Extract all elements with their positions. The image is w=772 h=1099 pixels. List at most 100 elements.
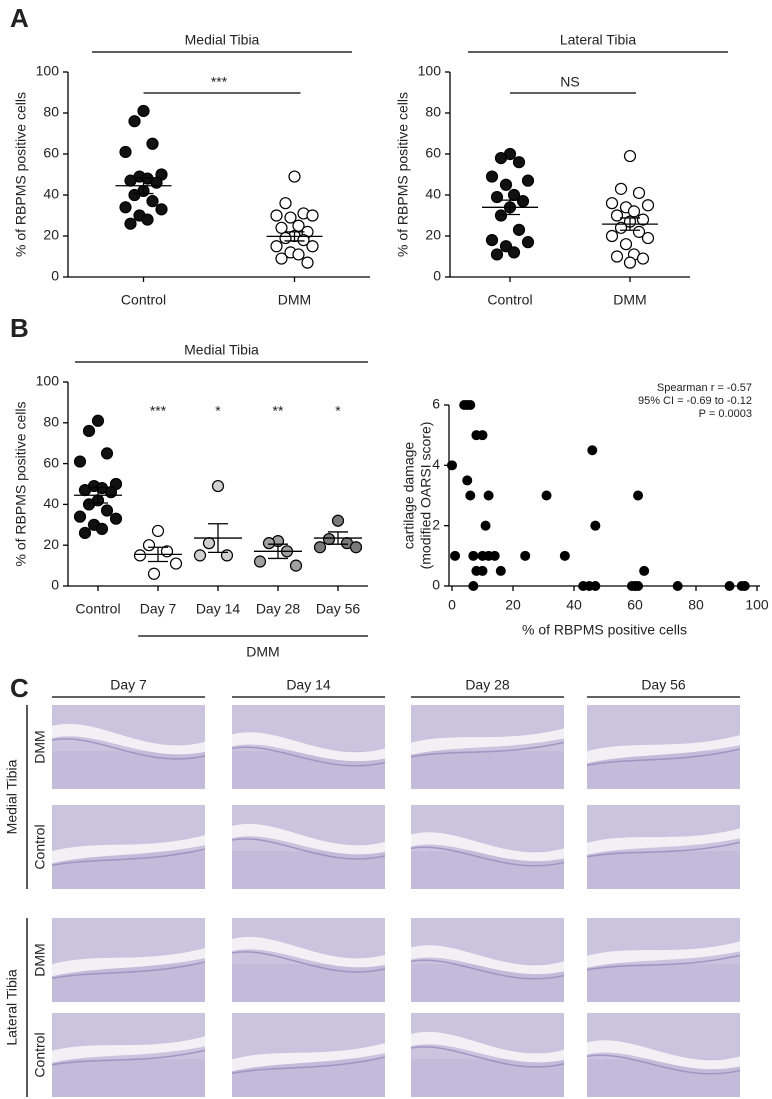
x-tick-label: 20 [505,597,521,613]
data-point [590,581,601,591]
y-tick-label: 40 [43,186,59,202]
data-point [284,211,297,224]
data-point [468,550,479,561]
data-point [211,479,225,493]
data-point [739,581,750,591]
data-point [477,430,488,441]
y-tick-label: 100 [418,63,442,79]
data-point [521,236,535,249]
data-point [253,555,267,568]
tissue-edge [51,1049,206,1066]
row-label: Control [32,1032,48,1077]
data-point [541,490,552,501]
histology-shade [232,851,385,889]
data-point [636,252,650,265]
data-point [297,234,310,247]
data-point [193,549,207,562]
tissue-edge [51,848,206,866]
tissue-edge [231,838,386,860]
data-point [490,190,504,204]
x-tick-label: 80 [688,597,704,613]
column-header: Day 14 [286,677,331,693]
y-axis-label: cartilage damage [401,442,417,550]
data-point [124,174,137,187]
data-point [95,522,109,535]
y-tick-label: 0 [51,268,59,284]
data-point [623,149,637,163]
data-point [202,537,216,550]
y-tick-label: 20 [43,227,59,243]
significance: * [215,403,221,419]
data-point [150,176,163,189]
data-point [507,246,521,259]
data-point [450,550,461,561]
data-point [641,199,655,212]
comparison-label: NS [560,74,579,90]
data-point [477,565,488,576]
data-point [520,550,531,561]
column-header: Day 7 [110,677,147,693]
data-point [306,240,319,253]
data-point [349,541,363,554]
joint-space [52,835,205,864]
data-point [301,256,314,269]
y-tick-label: 2 [432,516,440,532]
data-point [119,145,132,159]
data-point [512,156,526,169]
column-header: Day 56 [641,677,686,693]
data-point [605,229,619,243]
data-point [306,209,319,222]
data-point [489,550,500,561]
data-point [292,248,305,261]
data-point [480,520,491,531]
x-tick-label: Control [121,292,166,308]
y-axis-label: % of RBPMS positive cells [13,92,29,257]
histology-shade [587,964,740,1002]
y-axis-label: % of RBPMS positive cells [13,402,29,567]
data-point [627,205,641,218]
tissue-edge [51,961,206,979]
histology-shade [587,851,740,889]
data-point [672,581,683,591]
x-axis-label: % of RBPMS positive cells [522,622,687,638]
chart-title: Medial Tibia [184,342,259,358]
tissue-edge [586,954,741,971]
data-point [169,557,183,570]
joint-space [587,735,740,764]
data-point [605,197,619,210]
x-tick-label: Control [487,292,532,308]
data-point [623,256,637,269]
annotation: 95% CI = -0.69 to -0.12 [638,395,752,407]
data-point [495,565,506,576]
data-point [137,104,150,118]
data-point [275,252,288,265]
x-tick-label: 0 [448,597,456,613]
data-point [499,178,513,191]
y-tick-label: 40 [43,495,59,511]
annotation: P = 0.0003 [699,408,752,420]
histology-shade [52,751,205,789]
data-point [109,512,123,525]
joint-space [411,945,564,975]
data-point [82,498,96,511]
y-tick-label: 100 [36,373,60,389]
data-point [512,223,526,236]
panel-label: A [10,3,29,33]
data-point [485,234,499,247]
y-tick-label: 20 [425,227,441,243]
joint-space [411,832,564,862]
y-tick-label: 80 [425,104,441,120]
data-point [724,581,735,591]
data-point [279,231,292,245]
x-tick-label: DMM [613,292,646,308]
data-point [146,137,159,150]
data-point [465,490,476,501]
panel-label: B [10,313,29,343]
x-tick-label: Day 28 [256,601,301,617]
annotation: Spearman r = -0.57 [657,382,752,394]
joint-space [232,732,385,762]
histology-shade [52,1059,205,1097]
comparison-label: *** [211,74,228,90]
data-point [633,581,644,591]
